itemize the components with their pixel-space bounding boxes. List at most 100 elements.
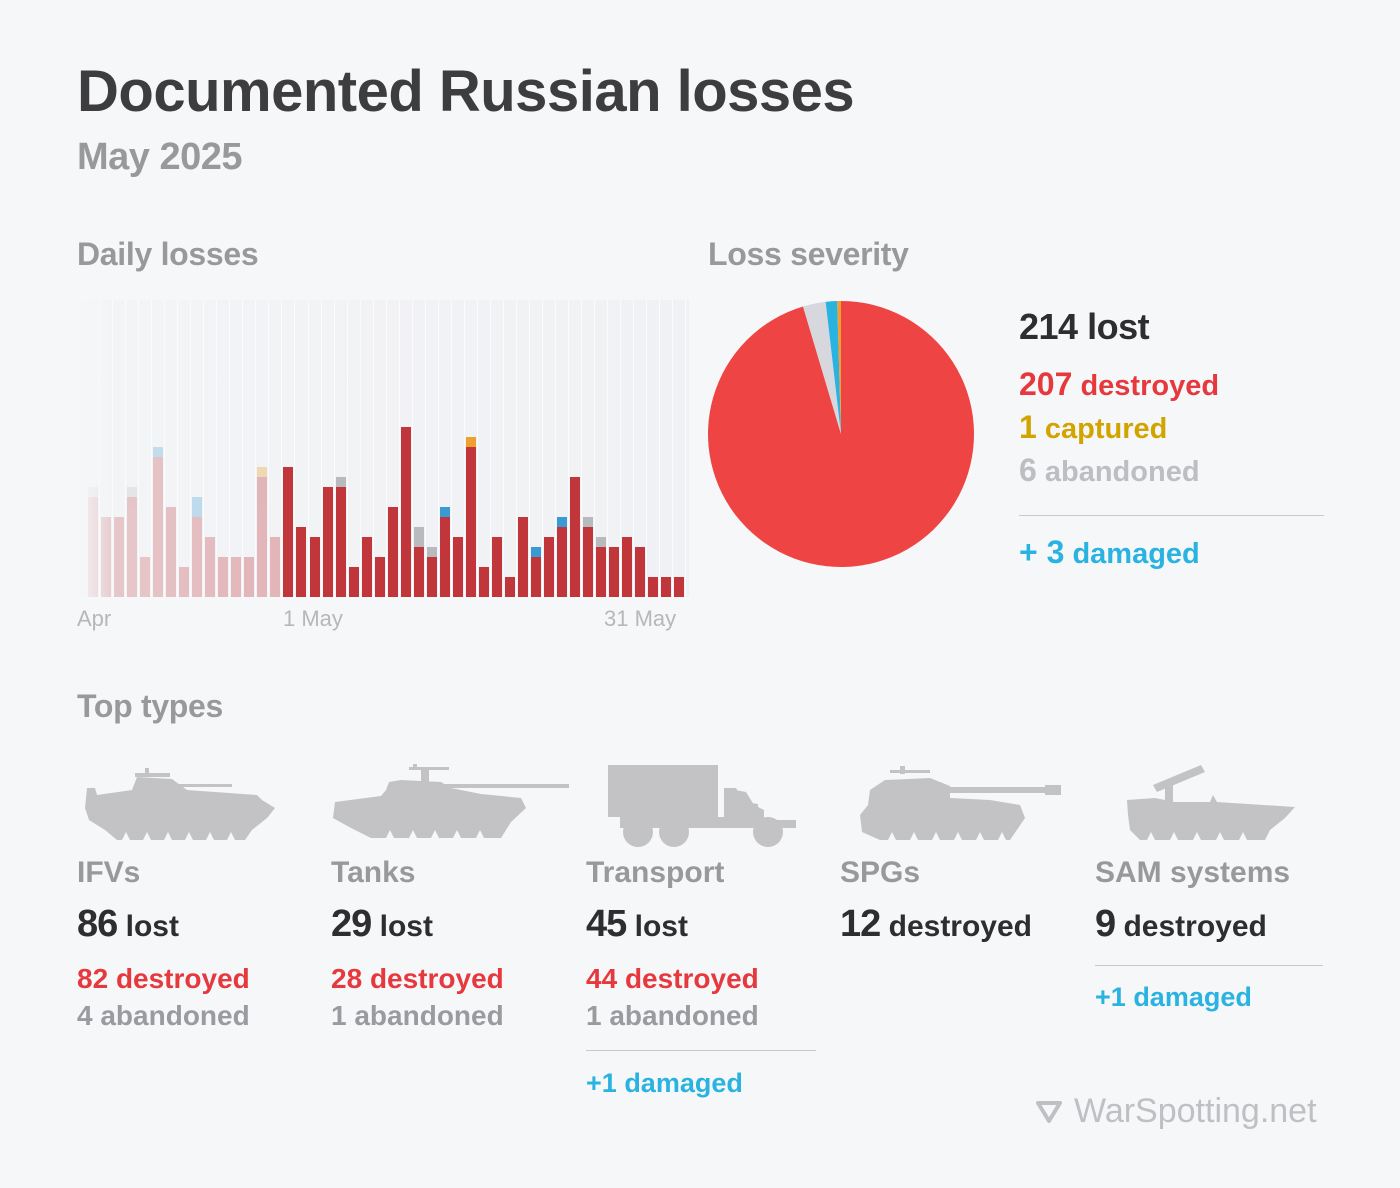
total-lost-label: lost xyxy=(1087,306,1150,347)
daily-bar xyxy=(179,567,190,597)
day-gridline xyxy=(685,300,687,597)
daily-bar xyxy=(348,567,359,597)
daily-bar xyxy=(635,547,646,597)
daily-bar xyxy=(609,547,620,597)
bar-segment-destroyed xyxy=(439,517,450,597)
day-gridline xyxy=(151,300,153,597)
bar-segment-destroyed xyxy=(661,577,672,597)
chart-bars xyxy=(77,300,689,597)
type-destroyed: 9 destroyed xyxy=(1095,903,1267,946)
bar-segment-destroyed xyxy=(674,577,685,597)
daily-bar xyxy=(387,507,398,597)
day-gridline xyxy=(307,300,309,597)
ifv-icon xyxy=(77,760,317,850)
daily-bar xyxy=(257,467,268,597)
day-gridline xyxy=(463,300,465,597)
type-name: SAM systems xyxy=(1095,856,1291,889)
day-gridline xyxy=(542,300,544,597)
daily-bar xyxy=(309,537,320,597)
bar-segment-destroyed xyxy=(283,467,294,597)
bar-segment-abandoned xyxy=(426,547,437,557)
bar-segment-destroyed xyxy=(166,507,177,597)
bar-segment-damaged xyxy=(439,507,450,517)
bar-segment-destroyed xyxy=(88,497,98,597)
bar-segment-captured xyxy=(257,467,268,477)
daily-bar xyxy=(661,577,672,597)
bar-segment-abandoned xyxy=(335,477,346,487)
bar-segment-destroyed xyxy=(231,557,242,597)
type-damaged-label: damaged xyxy=(624,1068,743,1098)
bar-segment-destroyed xyxy=(452,537,463,597)
daily-bar xyxy=(88,487,98,597)
day-gridline xyxy=(398,300,400,597)
triangle-down-icon xyxy=(1036,1100,1062,1123)
day-gridline xyxy=(359,300,361,597)
day-gridline xyxy=(203,300,205,597)
bar-segment-destroyed xyxy=(322,487,333,597)
bar-segment-destroyed xyxy=(218,557,229,597)
destroyed-stat: 207 destroyed xyxy=(1019,366,1324,409)
daily-bar xyxy=(439,507,450,597)
bar-segment-abandoned xyxy=(583,517,594,527)
type-card-tanks: Tanks 29 lost 28 destroyed 1 abandoned xyxy=(331,760,571,1031)
type-divider xyxy=(1095,965,1323,966)
type-card-sam-systems: SAM systems 9 destroyed +1 damaged xyxy=(1095,760,1335,1012)
bar-segment-destroyed xyxy=(544,537,555,597)
page-title: Documented Russian losses xyxy=(77,59,855,124)
bar-segment-destroyed xyxy=(596,547,607,597)
stats-divider xyxy=(1019,515,1324,516)
daily-bar xyxy=(114,517,125,597)
day-gridline xyxy=(646,300,648,597)
daily-bar xyxy=(231,557,242,597)
type-abandoned: 1 abandoned xyxy=(331,1000,504,1032)
type-destroyed: 44 destroyed xyxy=(586,963,759,995)
day-gridline xyxy=(529,300,531,597)
bar-segment-abandoned xyxy=(88,487,98,497)
type-name: Transport xyxy=(586,856,725,889)
bar-segment-destroyed xyxy=(335,487,346,597)
daily-bar xyxy=(244,557,255,597)
type-destroyed-value: 28 xyxy=(331,963,363,994)
abandoned-label: abandoned xyxy=(1044,456,1200,488)
daily-bar xyxy=(153,447,164,597)
day-gridline xyxy=(190,300,192,597)
bar-segment-destroyed xyxy=(517,517,528,597)
day-gridline xyxy=(411,300,413,597)
daily-bar xyxy=(374,557,385,597)
day-gridline xyxy=(177,300,179,597)
day-gridline xyxy=(555,300,557,597)
damaged-label: damaged xyxy=(1072,538,1200,570)
pie-slice-abandoned xyxy=(803,301,841,434)
day-gridline xyxy=(333,300,335,597)
day-gridline xyxy=(242,300,244,597)
daily-bar xyxy=(465,437,476,597)
bar-segment-destroyed xyxy=(179,567,190,597)
type-card-ifvs: IFVs 86 lost 82 destroyed 4 abandoned xyxy=(77,760,317,1031)
type-card-transport: Transport 45 lost 44 destroyed 1 abandon… xyxy=(586,760,826,1098)
daily-bar xyxy=(270,537,281,597)
bar-segment-destroyed xyxy=(348,567,359,597)
type-destroyed-value: 44 xyxy=(586,963,618,994)
day-gridline xyxy=(424,300,426,597)
type-lost-value: 29 xyxy=(331,903,372,945)
bar-segment-destroyed xyxy=(622,537,633,597)
daily-bar xyxy=(335,477,346,597)
warspotting-logo[interactable]: WarSpotting.net xyxy=(1036,1092,1317,1131)
bar-segment-destroyed xyxy=(491,537,502,597)
bar-segment-destroyed xyxy=(648,577,659,597)
bar-segment-destroyed xyxy=(557,527,568,597)
daily-bar xyxy=(140,557,151,597)
type-abandoned: 1 abandoned xyxy=(586,1000,759,1032)
daily-bar xyxy=(491,537,502,597)
page-subtitle: May 2025 xyxy=(77,136,243,178)
daily-bar xyxy=(583,517,594,597)
type-destroyed-label: destroyed xyxy=(624,963,759,994)
day-gridline xyxy=(281,300,283,597)
loss-severity-pie xyxy=(708,301,974,567)
type-lost-label: lost xyxy=(379,910,433,943)
daily-bar xyxy=(413,527,424,597)
type-damaged: +1 damaged xyxy=(1095,982,1252,1013)
daily-losses-title: Daily losses xyxy=(77,236,259,272)
day-gridline xyxy=(515,300,517,597)
destroyed-label: destroyed xyxy=(1080,370,1220,402)
